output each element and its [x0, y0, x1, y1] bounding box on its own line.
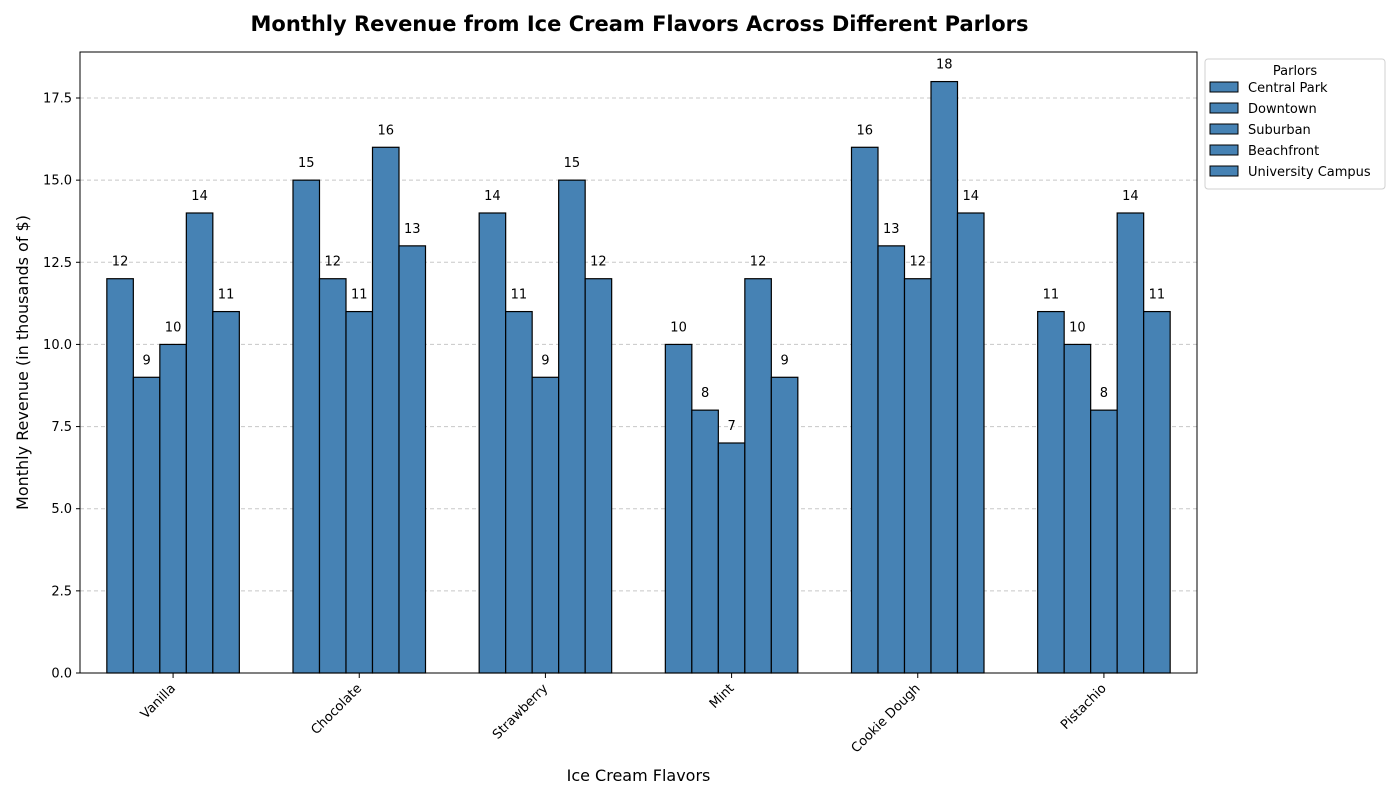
bar-value-label: 9: [541, 353, 549, 368]
y-axis: 0.0 2.5 5.0 7.5 10.0 12.5 15.0 17.5: [43, 92, 80, 682]
bar-labels: 12 9 10 14 11 15 12 11 16 13 14 11 9 15 12 10 8 7 12 9 16 13 1…: [112, 58, 1165, 434]
bar: [1116, 212, 1145, 674]
y-axis-label: Monthly Revenue (in thousands of $): [13, 215, 32, 510]
bar: [159, 343, 187, 674]
legend: Parlors Central Park Downtown Suburban Beac…: [1204, 58, 1386, 190]
bar: [1037, 310, 1065, 674]
bar-value-label: 8: [1100, 386, 1108, 401]
bar: [558, 179, 586, 674]
y-tick-label: 5.0: [51, 502, 72, 517]
bar-value-label: 9: [780, 353, 788, 368]
bar: [371, 146, 400, 674]
y-tick-label: 10.0: [43, 338, 72, 353]
bar: [903, 278, 932, 674]
bar-value-label: 10: [165, 320, 182, 335]
bar-value-label: 12: [112, 255, 129, 270]
bar: [345, 310, 374, 674]
bar: [664, 343, 693, 674]
bar: [1143, 310, 1171, 674]
bar: [132, 376, 161, 674]
bar-value-label: 13: [404, 222, 421, 237]
bar-value-label: 9: [142, 353, 150, 368]
bar-value-label: 11: [218, 288, 235, 303]
bar-value-label: 12: [909, 255, 926, 270]
bar: [956, 212, 985, 674]
bar: [212, 310, 240, 674]
x-tick-label: Vanilla: [138, 681, 179, 722]
bar: [292, 179, 321, 674]
bar: [877, 245, 906, 674]
legend-swatch: [1209, 165, 1239, 177]
y-tick-label: 12.5: [43, 256, 72, 271]
bar-value-label: 10: [1069, 320, 1086, 335]
chart-title: Monthly Revenue from Ice Cream Flavors A…: [251, 12, 1029, 36]
bar-value-label: 16: [856, 123, 873, 138]
legend-swatch: [1209, 81, 1239, 93]
bar: [478, 212, 507, 674]
bar: [505, 310, 533, 674]
x-tick-label: Chocolate: [308, 681, 365, 738]
bar-value-label: 11: [1149, 288, 1166, 303]
legend-swatch: [1209, 102, 1239, 114]
x-tick-label: Mint: [707, 681, 738, 712]
bar: [106, 278, 134, 674]
x-tick-label: Strawberry: [490, 681, 552, 743]
bar: [691, 409, 719, 674]
legend-swatch: [1209, 144, 1239, 156]
bar-value-label: 15: [298, 156, 315, 171]
y-tick-label: 0.0: [51, 667, 72, 682]
y-tick-label: 7.5: [51, 420, 72, 435]
legend-items: Central Park Downtown Suburban Beachfront Un…: [1209, 81, 1371, 180]
bar-value-label: 12: [590, 255, 607, 270]
x-tick-label: Cookie Dough: [849, 681, 924, 756]
bar: [1063, 343, 1092, 674]
bar-value-label: 14: [962, 189, 979, 204]
bar-value-label: 12: [324, 255, 341, 270]
legend-label: Central Park: [1248, 81, 1328, 96]
bar: [717, 442, 746, 674]
bar-value-label: 16: [377, 123, 394, 138]
bars: [106, 80, 1171, 674]
legend-title: Parlors: [1273, 64, 1317, 79]
legend-label: Downtown: [1248, 102, 1317, 117]
bar-value-label: 11: [511, 288, 528, 303]
bar-value-label: 7: [727, 419, 735, 434]
y-tick-label: 15.0: [43, 174, 72, 189]
x-tick-label: Pistachio: [1058, 681, 1110, 733]
bar-value-label: 8: [701, 386, 709, 401]
legend-label: Suburban: [1248, 123, 1311, 138]
legend-box: [1204, 58, 1386, 190]
bar: [930, 80, 959, 674]
legend-label: University Campus: [1248, 165, 1371, 180]
x-axis: Vanilla Chocolate Strawberry Mint Cookie Dou…: [138, 673, 1110, 756]
bar: [1090, 409, 1118, 674]
y-tick-label: 2.5: [51, 584, 72, 599]
bar: [584, 278, 613, 674]
bar: [531, 376, 560, 674]
bar-value-label: 15: [564, 156, 581, 171]
y-tick-label: 17.5: [43, 92, 72, 107]
bar: [744, 278, 772, 674]
bar: [398, 245, 427, 674]
bar: [185, 212, 214, 674]
bar-value-label: 10: [670, 320, 687, 335]
bar-value-label: 11: [351, 288, 368, 303]
bar-value-label: 18: [936, 58, 953, 73]
x-axis-label: Ice Cream Flavors: [567, 766, 711, 785]
bar-value-label: 11: [1043, 288, 1060, 303]
bar-value-label: 14: [1122, 189, 1139, 204]
bar-value-label: 14: [191, 189, 208, 204]
bar-value-label: 12: [750, 255, 767, 270]
plot-frame: [79, 51, 1198, 674]
legend-label: Beachfront: [1248, 144, 1319, 159]
bar: [850, 146, 879, 674]
bar-value-label: 14: [484, 189, 501, 204]
bar: [770, 376, 799, 674]
bar-value-label: 13: [883, 222, 900, 237]
legend-swatch: [1209, 123, 1239, 135]
bar: [318, 278, 347, 674]
grid-lines: [80, 97, 1197, 674]
